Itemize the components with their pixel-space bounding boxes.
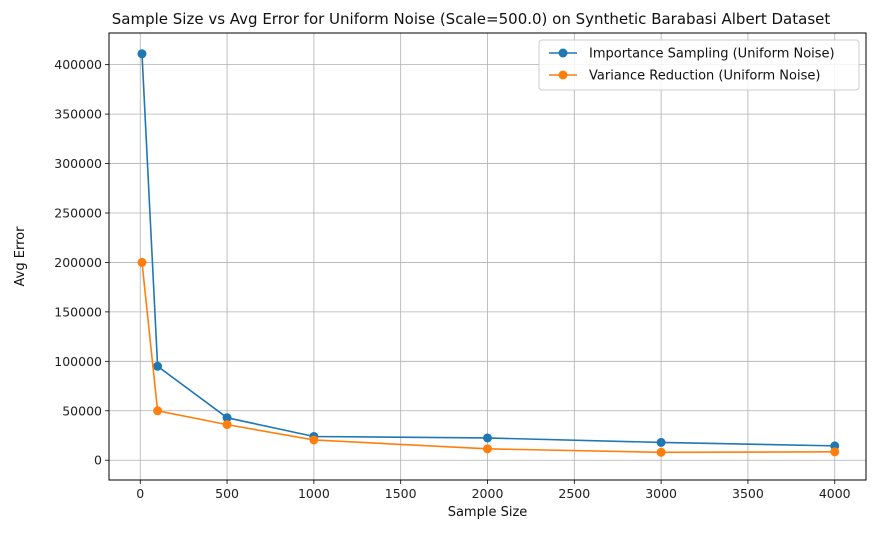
y-tick-label: 100000 (54, 354, 102, 369)
y-tick-label: 50000 (62, 403, 102, 418)
chart-title: Sample Size vs Avg Error for Uniform Noi… (112, 10, 831, 28)
data-point (656, 447, 666, 457)
legend-entry: Importance Sampling (Uniform Noise) (549, 47, 835, 62)
data-point (483, 444, 492, 454)
y-tick-label: 300000 (54, 156, 102, 171)
y-tick-label: 350000 (54, 107, 102, 122)
y-tick-label: 250000 (54, 205, 102, 220)
y-tick-label: 0 (94, 453, 102, 468)
x-tick-label: 3000 (645, 486, 677, 501)
series-line (141, 53, 835, 447)
legend-marker (558, 48, 568, 58)
data-point (309, 435, 319, 445)
data-point (656, 437, 666, 447)
data-point (153, 406, 163, 416)
data-point (137, 49, 147, 59)
x-tick-label: 2500 (558, 486, 590, 501)
y-axis-label: Avg Error (13, 226, 28, 287)
data-point (222, 413, 232, 423)
legend-entry: Variance Reduction (Uniform Noise) (549, 69, 820, 84)
series-line (141, 262, 835, 454)
x-tick-label: 2000 (472, 486, 504, 501)
series-layer (137, 49, 840, 457)
legend-box (538, 39, 860, 91)
data-point (830, 447, 840, 457)
x-tick-label: 4000 (819, 486, 851, 501)
x-tick-label: 1500 (385, 486, 417, 501)
y-tick-label: 150000 (54, 304, 102, 319)
data-point (222, 420, 232, 430)
y-tick-label: 400000 (54, 57, 102, 72)
legend: Importance Sampling (Uniform Noise) Varia… (538, 39, 860, 91)
grid (109, 33, 866, 480)
x-tick-label: 500 (215, 486, 239, 501)
x-tick-label: 0 (136, 486, 144, 501)
x-axis-ticks: 0 500 1000 1500 2000 2500 3000 3500 4000 (136, 480, 851, 501)
data-point (137, 257, 147, 267)
y-tick-label: 200000 (54, 255, 102, 270)
x-tick-label: 1000 (298, 486, 330, 501)
data-point (483, 433, 492, 443)
x-tick-label: 3500 (732, 486, 764, 501)
x-axis-label: Sample Size (448, 505, 528, 520)
legend-label: Variance Reduction (Uniform Noise) (589, 69, 820, 84)
legend-label: Importance Sampling (Uniform Noise) (589, 47, 835, 62)
y-axis-ticks: 0 50000 100000 150000 200000 250000 300000 3500… (54, 57, 109, 468)
data-point (153, 361, 163, 371)
legend-marker (558, 70, 568, 80)
series-1 (137, 49, 840, 451)
series-2 (137, 257, 840, 457)
